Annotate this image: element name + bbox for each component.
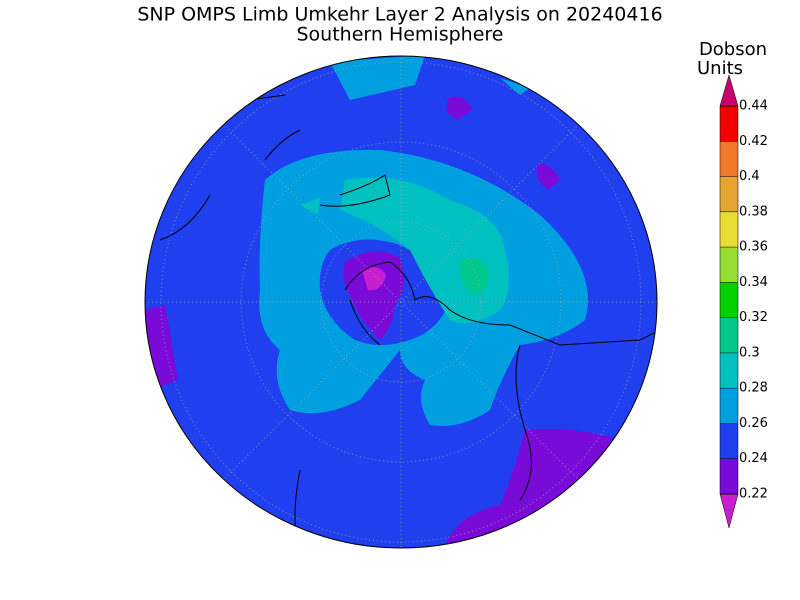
colorbar-tick-label: 0.38 <box>739 204 768 219</box>
map-border <box>144 55 658 549</box>
colorbar-tick-label: 0.28 <box>739 381 768 396</box>
colorbar-segment <box>720 176 738 212</box>
graticule <box>145 56 657 548</box>
colorbar-segment <box>720 211 738 248</box>
colorbar-tick-label: 0.44 <box>739 99 768 114</box>
colorbar-tick-label: 0.22 <box>739 487 768 502</box>
title: SNP OMPS Limb Umkehr Layer 2 Analysis on… <box>137 4 662 26</box>
colorbar-label: Dobson <box>699 39 767 60</box>
colorbar-tick-label: 0.32 <box>739 310 768 325</box>
map <box>145 56 657 548</box>
field-region <box>145 96 657 548</box>
colorbar-tick-label: 0.42 <box>739 134 768 149</box>
subtitle: Southern Hemisphere <box>296 24 503 46</box>
colorbar-under <box>719 493 739 529</box>
colorbar-tick-label: 0.36 <box>739 240 768 255</box>
field-region <box>300 177 509 324</box>
colorbar-segment <box>720 458 738 494</box>
colorbar-tick-label: 0.34 <box>739 275 768 290</box>
colorbar-tick-label: 0.24 <box>739 451 768 466</box>
colorbar-tick-label: 0.4 <box>739 169 760 184</box>
colorbar-label: Units <box>697 58 743 79</box>
colorbar-segment <box>720 423 738 459</box>
field-region <box>362 266 386 291</box>
colorbar-segment <box>720 141 738 177</box>
colorbar-segment <box>720 388 738 424</box>
colorbar-tick-label: 0.3 <box>739 345 760 360</box>
colorbar-tick-label: 0.26 <box>739 416 768 431</box>
field-region <box>459 258 489 295</box>
colorbar-segment <box>720 282 738 318</box>
colorbar-segment <box>720 247 738 283</box>
colorbar: 0.22 0.24 0.26 0.28 0.3 0.32 0.34 0.36 0.38 0.4 0.… <box>719 74 768 529</box>
colorbar-segment <box>720 317 738 353</box>
colorbar-segment <box>720 106 738 142</box>
colorbar-over <box>719 74 739 107</box>
colorbar-segment <box>720 352 738 389</box>
